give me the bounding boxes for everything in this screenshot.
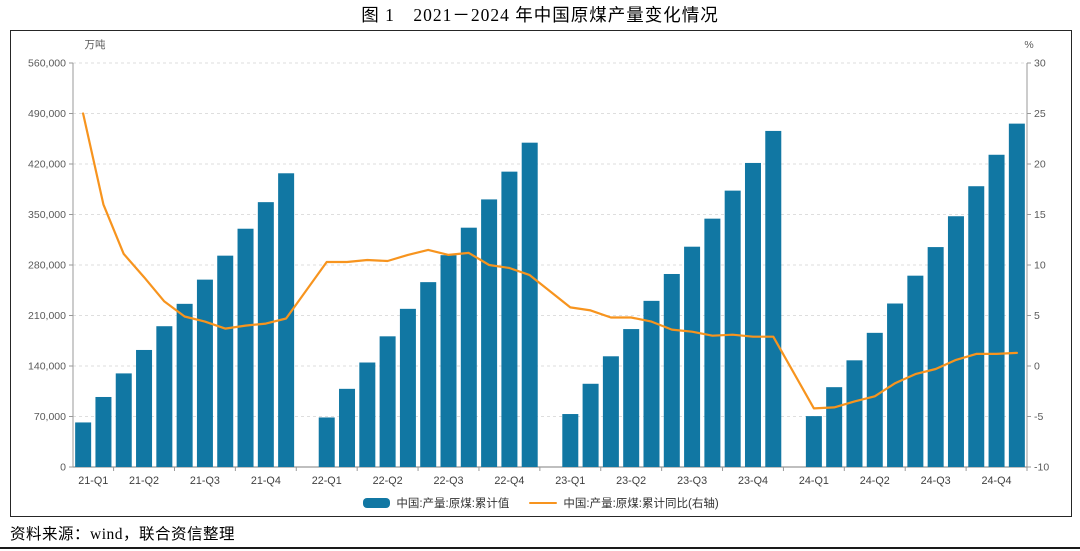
chart-title: 图 1 2021－2024 年中国原煤产量变化情况 bbox=[361, 5, 719, 25]
bar bbox=[237, 228, 254, 467]
bar bbox=[947, 216, 964, 467]
figure-box: 0 70,000 140,000 210,000 280,000 350,000 420,0… bbox=[10, 30, 1072, 517]
legend-label-bars: 中国:产量:原煤:累计值 bbox=[396, 498, 510, 510]
x-tick-label: 22-Q3 bbox=[434, 475, 464, 487]
bar bbox=[440, 255, 457, 467]
bottom-rule bbox=[0, 547, 1080, 549]
y-left-tick-label: 140,000 bbox=[28, 361, 66, 373]
bar bbox=[765, 130, 782, 467]
y-right-tick-label: 0 bbox=[1034, 361, 1040, 373]
x-tick-label: 21-Q4 bbox=[251, 475, 281, 487]
source-note: 资料来源：wind，联合资信整理 bbox=[10, 526, 236, 543]
bar bbox=[217, 255, 234, 467]
bar bbox=[907, 275, 924, 467]
bar bbox=[75, 422, 92, 467]
bar bbox=[623, 329, 640, 467]
bar bbox=[704, 218, 721, 467]
bar bbox=[156, 326, 173, 467]
x-tick-label: 24-Q1 bbox=[799, 475, 829, 487]
x-tick-label: 24-Q2 bbox=[860, 475, 890, 487]
bar bbox=[927, 247, 944, 467]
y-left-tick-label: 350,000 bbox=[28, 209, 66, 221]
x-tick-label: 23-Q1 bbox=[555, 475, 585, 487]
x-tick-label: 22-Q1 bbox=[312, 475, 342, 487]
x-tick-label: 23-Q4 bbox=[738, 475, 768, 487]
bar bbox=[887, 303, 904, 467]
bar bbox=[643, 300, 660, 467]
y-left-tick-label: 560,000 bbox=[28, 58, 66, 70]
y-right-tick-label: 10 bbox=[1034, 260, 1046, 272]
bar bbox=[196, 279, 213, 467]
x-tick-label: 21-Q3 bbox=[190, 475, 220, 487]
bar bbox=[481, 199, 498, 467]
bar bbox=[562, 414, 579, 467]
bar bbox=[95, 396, 112, 467]
y-left-tick-label: 70,000 bbox=[34, 411, 66, 423]
bar bbox=[1008, 123, 1025, 467]
bar bbox=[420, 282, 437, 467]
bar bbox=[826, 387, 843, 467]
line-series-swatch-icon bbox=[529, 501, 558, 505]
bar bbox=[846, 360, 863, 467]
y-right-tick-label: 20 bbox=[1034, 159, 1046, 171]
y-right-tick-label: -10 bbox=[1034, 462, 1049, 474]
x-tick-label: 21-Q2 bbox=[129, 475, 159, 487]
x-tick-label: 23-Q2 bbox=[616, 475, 646, 487]
bar bbox=[136, 349, 153, 467]
bar bbox=[501, 171, 518, 467]
y-right-tick-label: 25 bbox=[1034, 108, 1046, 120]
bar bbox=[176, 303, 193, 467]
bar bbox=[968, 186, 985, 467]
legend-item-bars: 中国:产量:原煤:累计值 bbox=[363, 495, 509, 511]
y-right-tick-label: 5 bbox=[1034, 310, 1040, 322]
bar bbox=[318, 417, 335, 467]
legend-item-line: 中国:产量:原煤:累计同比(右轴) bbox=[529, 495, 719, 511]
x-tick-label: 24-Q4 bbox=[982, 475, 1012, 487]
bar bbox=[684, 246, 701, 467]
bar bbox=[359, 362, 376, 467]
x-tick-label: 24-Q3 bbox=[921, 475, 951, 487]
bar bbox=[379, 336, 396, 467]
yoy-trend-line bbox=[82, 112, 1018, 410]
y-left-tick-label: 0 bbox=[60, 462, 66, 474]
bar-series-swatch-icon bbox=[363, 498, 391, 508]
bar bbox=[521, 142, 538, 467]
bar bbox=[744, 162, 761, 468]
right-axis-unit-label: % bbox=[1024, 39, 1033, 51]
bar bbox=[278, 173, 295, 467]
y-right-tick-label: 30 bbox=[1034, 58, 1046, 70]
bar bbox=[602, 356, 619, 467]
y-left-tick-label: 490,000 bbox=[28, 108, 66, 120]
bar bbox=[663, 273, 680, 467]
chart-canvas: 0 70,000 140,000 210,000 280,000 350,000 420,0… bbox=[28, 38, 1049, 487]
bar bbox=[460, 227, 477, 467]
bar bbox=[724, 190, 741, 467]
bar bbox=[399, 308, 416, 467]
y-left-tick-label: 280,000 bbox=[28, 260, 66, 272]
bar bbox=[582, 383, 599, 467]
y-left-tick-label: 420,000 bbox=[28, 159, 66, 171]
y-left-tick-label: 210,000 bbox=[28, 310, 66, 322]
left-axis-unit-label: 万吨 bbox=[85, 38, 106, 51]
bar bbox=[805, 416, 822, 467]
chart-legend: 中国:产量:原煤:累计值 中国:产量:原煤:累计同比(右轴) bbox=[11, 495, 1071, 511]
legend-label-line: 中国:产量:原煤:累计同比(右轴) bbox=[563, 498, 719, 510]
bar bbox=[339, 388, 356, 467]
bar bbox=[115, 373, 132, 467]
y-right-tick-label: 15 bbox=[1034, 209, 1046, 221]
x-tick-label: 21-Q1 bbox=[78, 475, 108, 487]
x-tick-label: 22-Q4 bbox=[494, 475, 524, 487]
x-tick-label: 23-Q3 bbox=[677, 475, 707, 487]
bar bbox=[988, 154, 1005, 467]
bar bbox=[866, 332, 883, 467]
bar bbox=[257, 202, 274, 468]
y-right-tick-label: -5 bbox=[1034, 411, 1043, 423]
x-tick-label: 22-Q2 bbox=[373, 475, 403, 487]
